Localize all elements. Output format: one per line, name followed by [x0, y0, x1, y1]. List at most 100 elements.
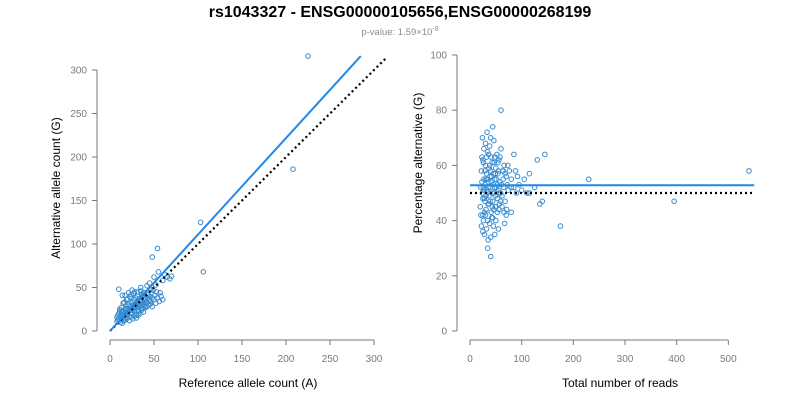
data-point — [131, 289, 138, 295]
data-point — [557, 223, 564, 229]
x-tick-label: 250 — [322, 354, 339, 365]
y-axis-label: Alternative allele count (G) — [49, 117, 63, 258]
data-point — [489, 204, 496, 210]
data-point — [160, 296, 166, 303]
data-point — [481, 146, 487, 152]
y-tick-label: 0 — [441, 327, 447, 338]
data-point — [505, 187, 512, 193]
data-point — [508, 209, 515, 216]
percentage-lines — [470, 184, 755, 195]
data-point — [484, 148, 491, 155]
x-tick-label: 300 — [366, 354, 383, 365]
chart-title: rs1043327 - ENSG00000105656,ENSG00000268… — [209, 4, 592, 21]
data-point — [506, 168, 513, 174]
data-point — [480, 212, 486, 218]
data-point — [524, 190, 530, 196]
data-point — [479, 135, 486, 141]
data-point — [486, 143, 493, 149]
data-point — [493, 217, 499, 224]
x-tick-label: 150 — [234, 354, 251, 365]
data-point — [492, 154, 498, 160]
data-point — [151, 274, 157, 280]
data-point — [135, 312, 141, 319]
data-point — [497, 154, 503, 160]
data-point — [487, 135, 494, 141]
data-point — [488, 209, 495, 216]
data-point — [508, 176, 515, 182]
x-tick-label: 400 — [668, 354, 685, 365]
data-point — [484, 217, 491, 224]
data-point — [482, 140, 489, 147]
data-point — [491, 159, 498, 166]
allele-count-points — [114, 53, 311, 327]
data-point — [542, 151, 548, 158]
y-tick-label: 100 — [70, 240, 87, 251]
data-point — [484, 129, 490, 136]
data-point — [492, 176, 498, 182]
data-point — [489, 190, 496, 196]
data-point — [511, 151, 517, 158]
data-point — [502, 170, 508, 177]
data-point — [480, 228, 486, 235]
data-point — [481, 209, 488, 216]
reference-line — [109, 57, 387, 332]
data-point — [498, 146, 504, 152]
allele-count-axes: 0 50 100 150 200 250 300 0 50 100 150 200 250 300 — [70, 66, 382, 366]
data-point — [290, 166, 296, 172]
data-point — [746, 168, 752, 174]
data-point — [493, 204, 499, 210]
allele-count-plot: 0 50 100 150 200 250 300 0 50 100 150 200 250 300 Ref… — [49, 53, 387, 390]
data-point — [480, 195, 486, 202]
data-point — [482, 168, 488, 174]
data-point — [496, 206, 502, 213]
y-axis-label: Percentage alternative (G) — [411, 93, 425, 234]
x-tick-label: 300 — [617, 354, 634, 365]
data-point — [149, 254, 155, 260]
data-point — [200, 269, 207, 275]
data-point — [477, 204, 484, 210]
data-point — [146, 293, 153, 300]
data-point — [489, 215, 496, 221]
x-tick-label: 500 — [720, 354, 737, 365]
data-point — [487, 198, 493, 205]
data-point — [503, 173, 510, 180]
y-tick-label: 50 — [76, 283, 88, 294]
data-point — [492, 231, 498, 238]
data-point — [489, 124, 496, 130]
data-point — [503, 212, 510, 218]
data-point — [499, 204, 505, 210]
data-point — [484, 245, 491, 251]
data-point — [116, 286, 122, 293]
fit-line — [109, 55, 362, 332]
data-point — [487, 234, 494, 240]
data-point — [305, 53, 311, 59]
y-tick-label: 40 — [436, 216, 448, 227]
data-point — [514, 173, 521, 180]
data-point — [501, 220, 508, 227]
x-tick-label: 0 — [467, 354, 473, 365]
data-point — [168, 273, 175, 280]
data-point — [526, 170, 533, 177]
data-point — [586, 176, 592, 182]
data-point — [496, 157, 502, 163]
data-point — [498, 107, 504, 113]
data-point — [486, 201, 492, 207]
data-point — [479, 154, 485, 160]
data-point — [486, 193, 492, 199]
y-tick-label: 250 — [70, 109, 87, 120]
x-tick-label: 200 — [278, 354, 295, 365]
data-point — [671, 198, 677, 205]
y-tick-label: 80 — [436, 106, 448, 117]
data-point — [485, 237, 491, 243]
data-point — [504, 162, 511, 169]
allele-count-lines — [109, 55, 387, 332]
percentage-plot: 0 100 200 300 400 500 0 20 40 60 80 100 Total numbe… — [411, 51, 755, 390]
data-point — [486, 165, 492, 171]
data-point — [483, 170, 490, 177]
data-point — [480, 157, 486, 163]
data-point — [521, 176, 528, 182]
data-point — [497, 198, 504, 205]
x-tick-label: 50 — [148, 354, 160, 365]
data-point — [490, 170, 497, 177]
